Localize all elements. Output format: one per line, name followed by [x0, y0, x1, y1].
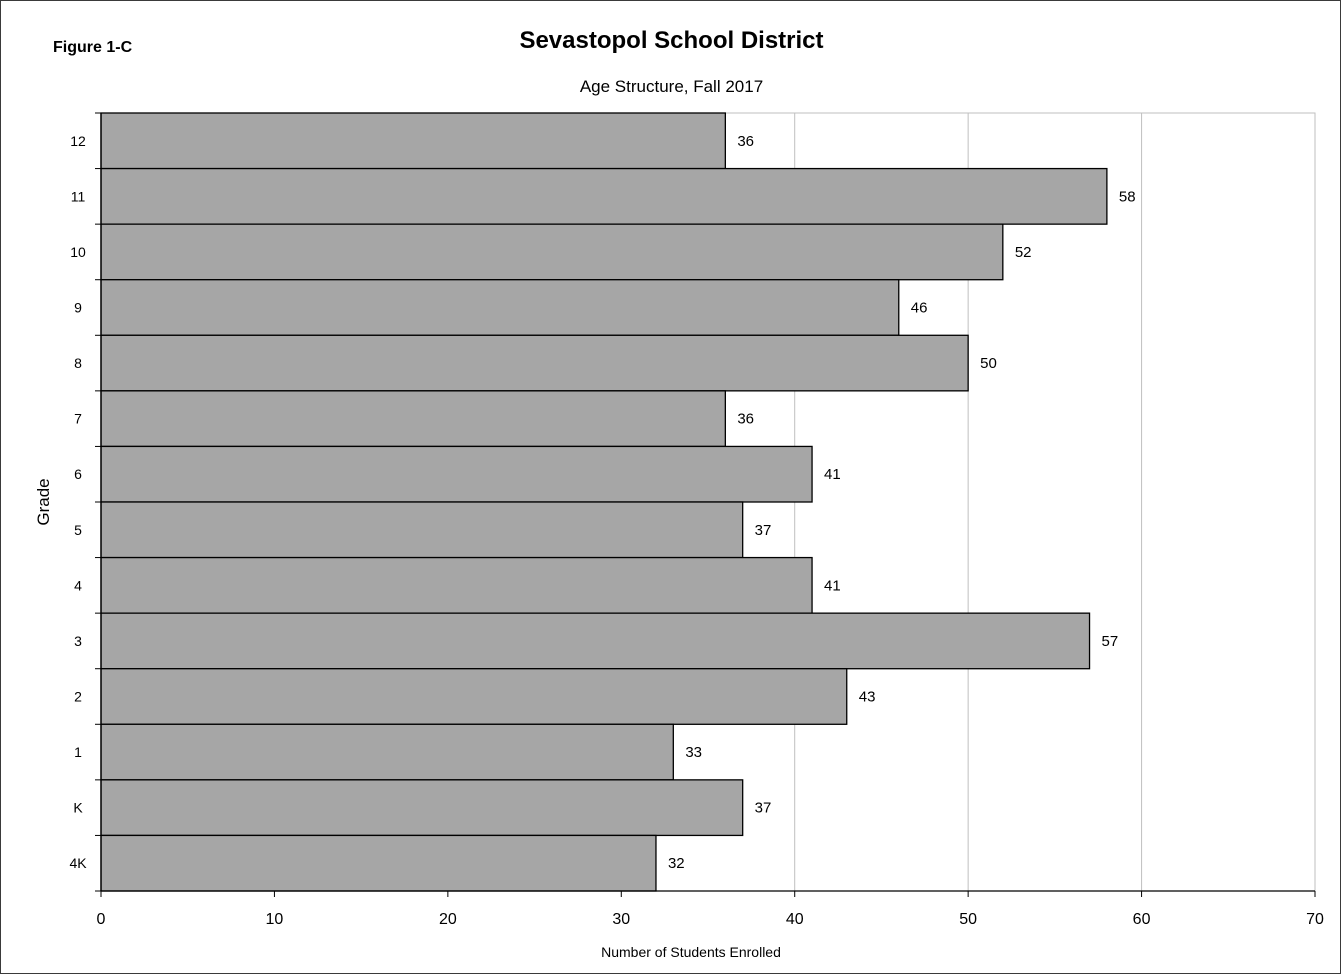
- bar: [100, 556, 813, 614]
- figure-label: Figure 1-C: [53, 39, 133, 56]
- y-tick-label: 1: [74, 744, 82, 760]
- data-label: 32: [668, 855, 685, 872]
- bar: [100, 668, 848, 725]
- data-label: 52: [1015, 244, 1032, 261]
- data-label: 46: [911, 300, 928, 317]
- bar: [100, 501, 744, 559]
- y-tick-label: 4K: [69, 855, 87, 871]
- data-label: 36: [737, 411, 754, 428]
- data-label: 33: [685, 744, 702, 761]
- y-tick-label: 10: [70, 244, 86, 260]
- bar: [100, 390, 726, 448]
- bar: [100, 834, 657, 892]
- bar: [100, 167, 1108, 225]
- x-tick-label: 20: [439, 911, 457, 928]
- data-label: 41: [824, 577, 841, 594]
- chart-title: Sevastopol School District: [519, 27, 824, 54]
- y-tick-label: 2: [74, 689, 82, 705]
- x-tick-label: 50: [959, 911, 977, 928]
- bar: [100, 223, 1004, 281]
- y-tick-label: 5: [74, 522, 82, 538]
- chart-subtitle: Age Structure, Fall 2017: [579, 77, 764, 96]
- x-tick-label: 10: [266, 911, 284, 928]
- bar: [100, 334, 969, 392]
- x-tick-label: 40: [786, 911, 804, 928]
- y-tick-label: 4: [74, 577, 82, 593]
- y-tick-label: 8: [74, 355, 82, 371]
- bar: [100, 279, 900, 336]
- y-axis-title: Grade: [34, 478, 53, 525]
- y-tick-label: 3: [74, 633, 82, 649]
- bar: [100, 779, 744, 837]
- bar: [100, 112, 726, 170]
- bar: [100, 723, 674, 781]
- x-tick-label: 70: [1306, 911, 1324, 928]
- bar: [100, 445, 813, 503]
- y-tick-label: 11: [71, 188, 86, 204]
- y-tick-label: 6: [74, 466, 82, 482]
- y-tick-label: 12: [70, 133, 86, 149]
- x-tick-label: 30: [612, 911, 630, 928]
- data-label: 57: [1102, 633, 1119, 650]
- data-label: 41: [824, 466, 841, 483]
- data-label: 36: [737, 133, 754, 150]
- bar: [100, 612, 1091, 670]
- data-label: 58: [1119, 188, 1136, 205]
- data-label: 43: [859, 689, 876, 706]
- data-label: 37: [755, 522, 772, 539]
- y-tick-label: 9: [74, 300, 82, 316]
- y-tick-label: K: [73, 800, 83, 816]
- data-label: 50: [980, 355, 997, 372]
- x-axis-title: Number of Students Enrolled: [601, 944, 781, 960]
- y-tick-label: 7: [74, 411, 82, 427]
- data-label: 37: [755, 800, 772, 817]
- x-tick-label: 0: [97, 911, 106, 928]
- x-tick-label: 60: [1133, 911, 1151, 928]
